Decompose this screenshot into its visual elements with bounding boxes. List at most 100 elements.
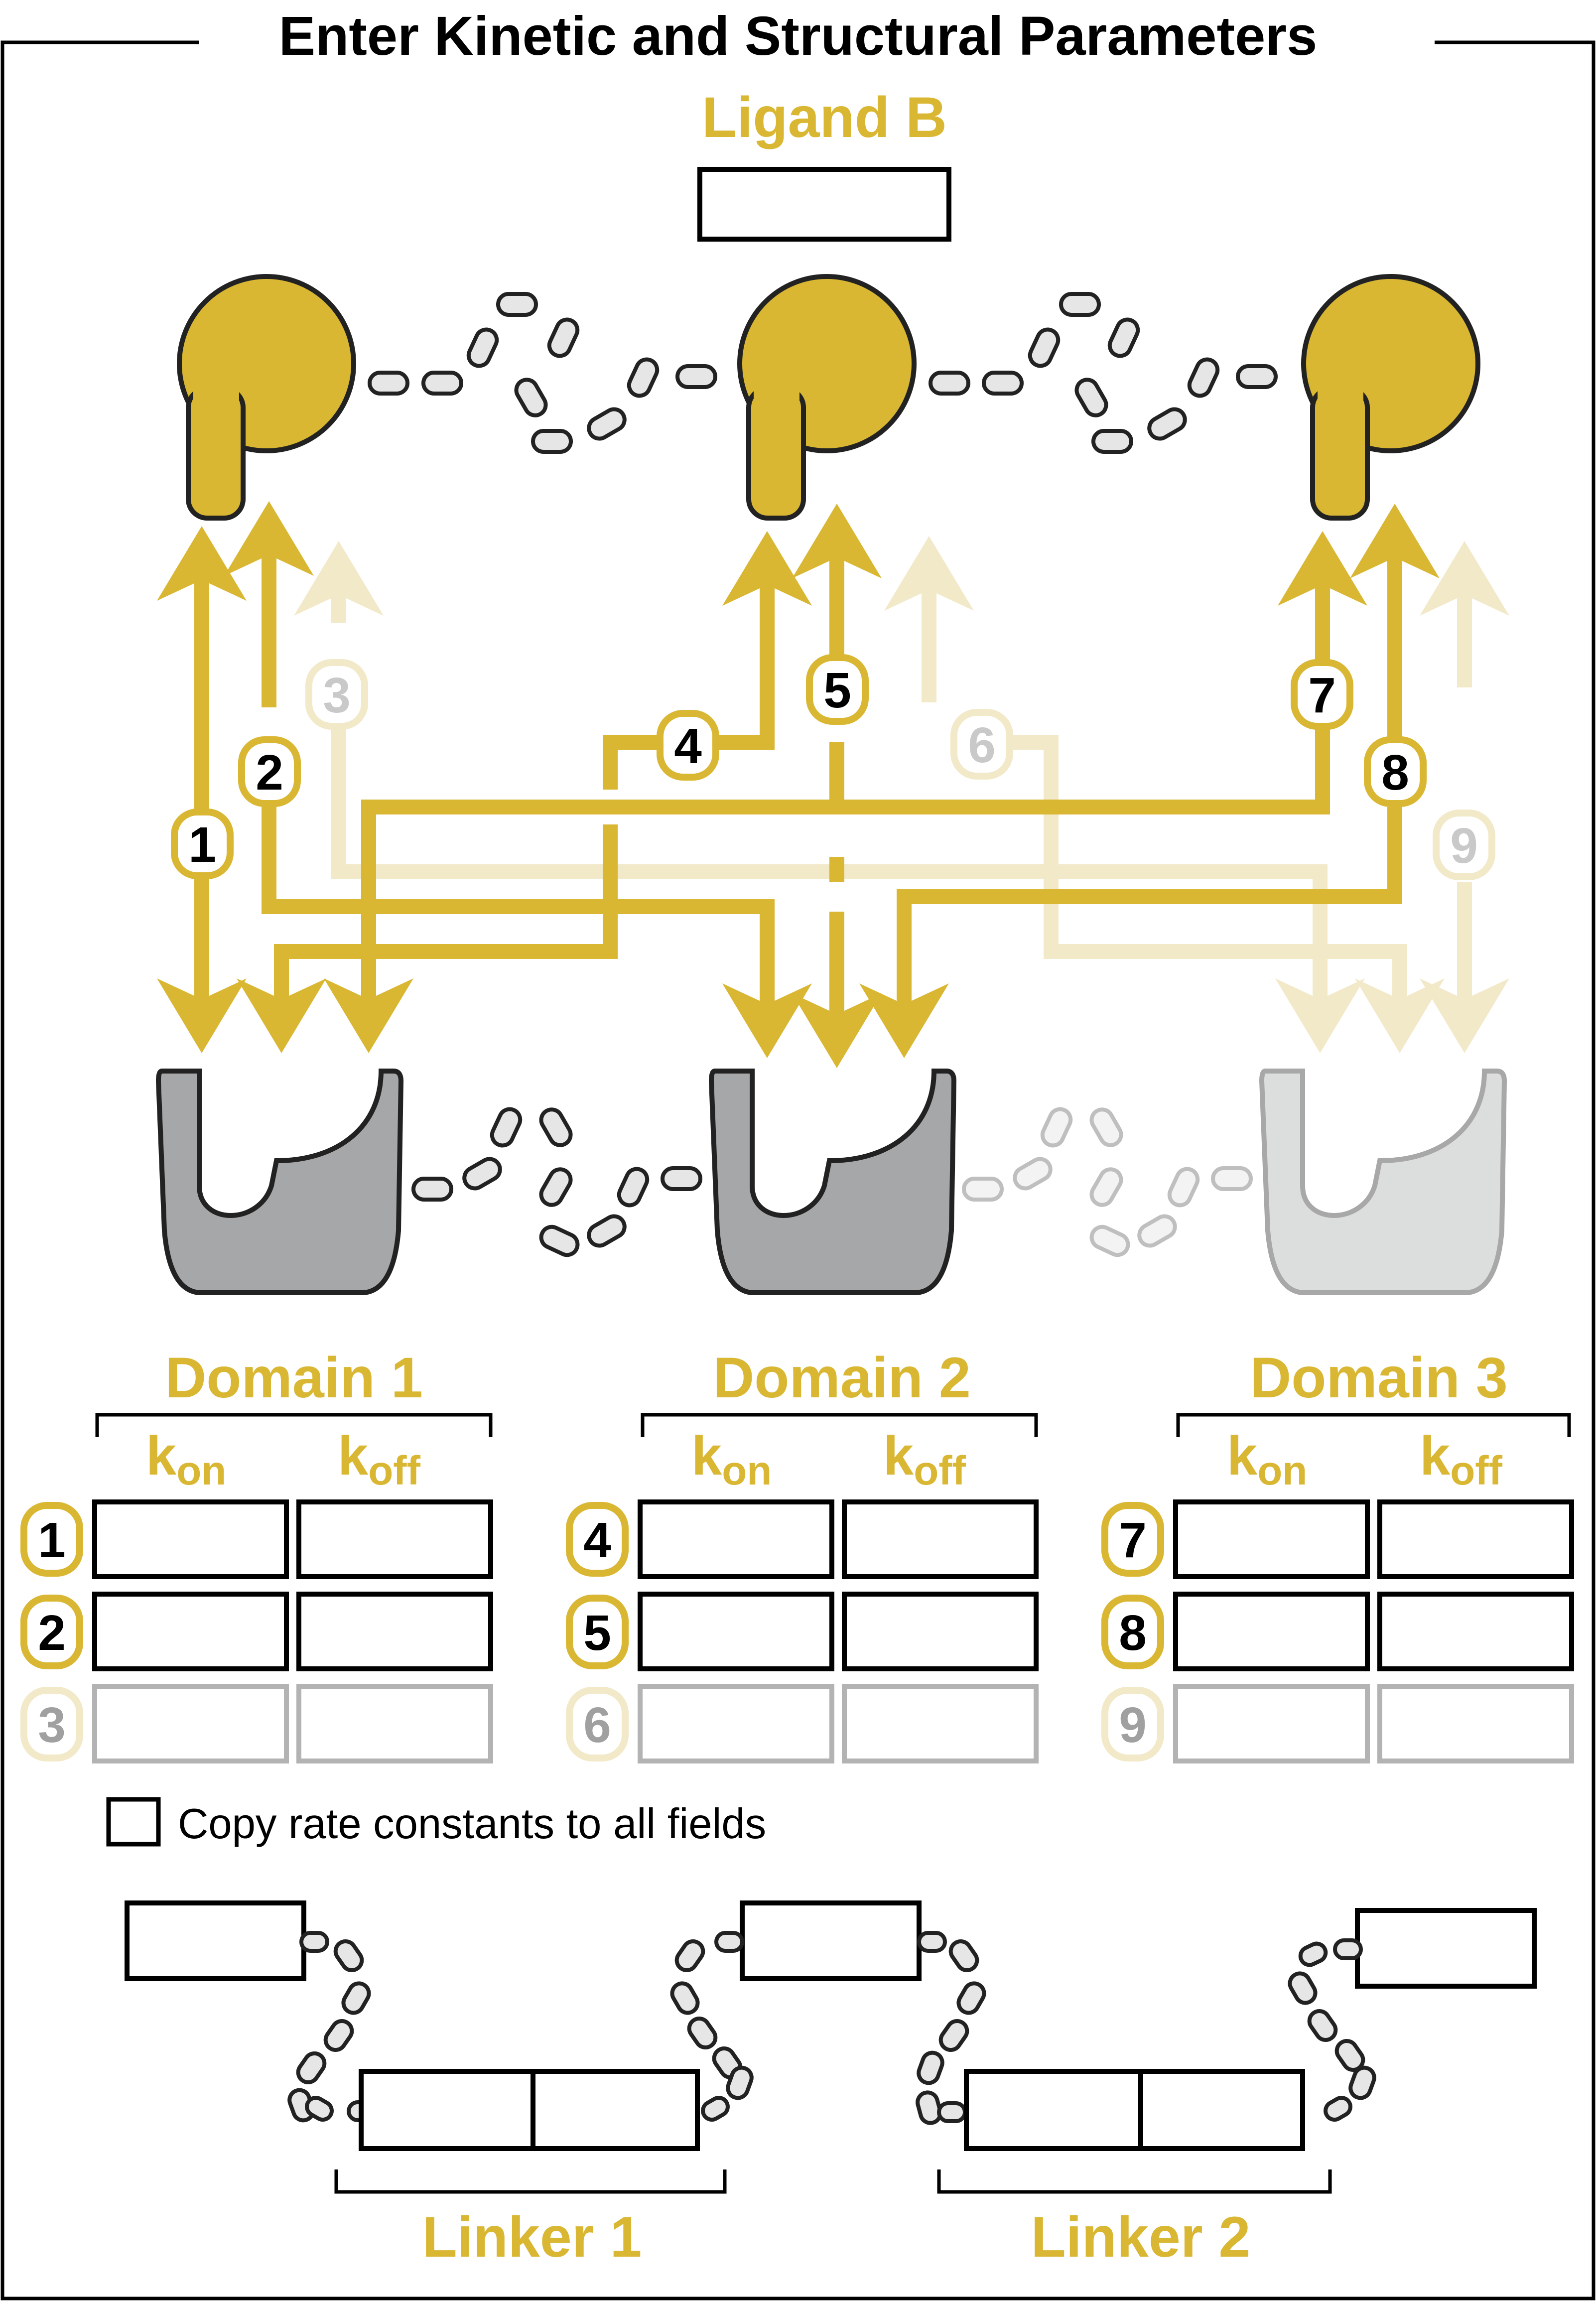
svg-text:8: 8: [1119, 1605, 1147, 1661]
arrow-badge-9: 9: [1433, 810, 1495, 880]
domain-shape-2: [708, 1069, 957, 1295]
domain-bracket-1: [95, 1413, 493, 1437]
ligand-linker-2: [929, 292, 1278, 454]
svg-text:1: 1: [188, 817, 216, 873]
koff-header-3: koff: [1420, 1425, 1503, 1493]
koff-input-2[interactable]: [296, 1592, 493, 1671]
svg-text:4: 4: [583, 1512, 611, 1568]
svg-text:2: 2: [256, 745, 283, 801]
koff-input-4[interactable]: [842, 1499, 1039, 1579]
copy-rate-checkbox[interactable]: [106, 1797, 161, 1847]
koff-input-6[interactable]: [842, 1684, 1039, 1763]
arrow-badge-1: 1: [171, 809, 234, 879]
koff-input-9[interactable]: [1377, 1684, 1574, 1763]
title-backdrop: [199, 10, 1435, 70]
kon-header-3: kon: [1227, 1425, 1307, 1493]
kon-input-3[interactable]: [92, 1684, 289, 1763]
domain-label-3: Domain 3: [1250, 1346, 1508, 1410]
row-badge-6: 6: [566, 1687, 629, 1761]
arrow-2: [224, 501, 812, 1058]
domain-shape-3: [1259, 1069, 1507, 1295]
arrow-badge-4: 4: [657, 710, 719, 781]
svg-text:3: 3: [38, 1697, 66, 1753]
koff-input-7[interactable]: [1377, 1499, 1574, 1579]
kon-input-2[interactable]: [92, 1592, 289, 1671]
row-badge-4: 4: [566, 1502, 629, 1577]
row-badge-1: 1: [20, 1502, 83, 1577]
domain-linker-2: [962, 1107, 1253, 1257]
arrow-badge-3: 3: [305, 659, 368, 730]
kon-header-1: kon: [146, 1425, 226, 1493]
svg-text:5: 5: [583, 1605, 611, 1661]
linker-2-chain-left: [916, 1931, 986, 2125]
ligand-unit-2: [737, 274, 917, 521]
arrow-4: [237, 531, 812, 1053]
linker-label-2: Linker 2: [1031, 2205, 1250, 2269]
arrow-badge-7: 7: [1291, 659, 1353, 730]
koff-input-8[interactable]: [1377, 1592, 1574, 1671]
svg-text:4: 4: [674, 718, 702, 774]
domain-linker-1: [411, 1107, 702, 1257]
svg-text:9: 9: [1119, 1697, 1147, 1753]
kon-header-2: kon: [691, 1425, 772, 1493]
svg-text:6: 6: [583, 1697, 611, 1753]
koff-input-5[interactable]: [842, 1592, 1039, 1671]
linker-1-input-a[interactable]: [359, 2069, 535, 2151]
linker-1-chain-right: [670, 1931, 754, 2122]
linker-1-input-b[interactable]: [531, 2069, 700, 2151]
ligand-label: Ligand B: [702, 86, 947, 149]
kon-input-7[interactable]: [1173, 1499, 1370, 1579]
domain-label-1: Domain 1: [165, 1346, 423, 1410]
row-badge-3: 3: [20, 1687, 83, 1761]
linker-2-chain-right: [1288, 1938, 1376, 2122]
arrow-7: [324, 531, 1367, 1053]
linker-label-1: Linker 1: [422, 2205, 642, 2269]
svg-text:6: 6: [968, 717, 996, 773]
kon-input-8[interactable]: [1173, 1592, 1370, 1671]
arrow-badge-8: 8: [1364, 736, 1427, 807]
svg-text:5: 5: [823, 663, 851, 718]
linker-bracket-1: [334, 2169, 727, 2194]
ligand-input[interactable]: [697, 167, 951, 242]
ligand-linker-1: [368, 292, 717, 454]
svg-text:8: 8: [1381, 745, 1409, 801]
arrow-8: [819, 504, 1440, 1058]
kon-input-4[interactable]: [638, 1499, 834, 1579]
domain-bracket-3: [1176, 1413, 1571, 1437]
koff-header-1: koff: [338, 1425, 421, 1493]
domain-label-2: Domain 2: [713, 1346, 971, 1410]
koff-input-3[interactable]: [296, 1684, 493, 1763]
arrow-badge-6: 6: [950, 709, 1013, 780]
kon-input-5[interactable]: [638, 1592, 834, 1671]
ligand-unit-1: [177, 274, 356, 521]
svg-text:7: 7: [1308, 668, 1336, 723]
kon-input-1[interactable]: [92, 1499, 289, 1579]
linker-2-input-a[interactable]: [964, 2069, 1143, 2151]
page-title: Enter Kinetic and Structural Parameters: [279, 5, 1318, 67]
svg-text:2: 2: [38, 1605, 66, 1661]
kon-input-9[interactable]: [1173, 1684, 1370, 1763]
arrow-badge-2: 2: [238, 736, 301, 807]
kon-input-6[interactable]: [638, 1684, 834, 1763]
domain-bracket-2: [641, 1413, 1038, 1437]
row-badge-2: 2: [20, 1595, 83, 1669]
koff-input-1[interactable]: [296, 1499, 493, 1579]
arrow-6: [884, 536, 1445, 1053]
row-badge-5: 5: [566, 1595, 629, 1669]
domain-length-input-2[interactable]: [740, 1900, 922, 1981]
domain-shape-1: [155, 1069, 404, 1295]
linker-2-input-b[interactable]: [1138, 2069, 1305, 2151]
svg-text:9: 9: [1450, 818, 1478, 874]
koff-header-2: koff: [883, 1425, 966, 1493]
svg-text:7: 7: [1119, 1512, 1147, 1568]
copy-rate-label: Copy rate constants to all fields: [178, 1800, 766, 1848]
row-badge-9: 9: [1101, 1687, 1164, 1761]
row-badge-8: 8: [1101, 1595, 1164, 1669]
ligand-unit-3: [1301, 274, 1480, 521]
row-badge-7: 7: [1101, 1502, 1164, 1577]
arrow-badge-5: 5: [806, 654, 869, 725]
domain-length-input-3[interactable]: [1355, 1908, 1537, 1989]
svg-text:3: 3: [323, 668, 351, 723]
domain-length-input-1[interactable]: [125, 1900, 306, 1981]
